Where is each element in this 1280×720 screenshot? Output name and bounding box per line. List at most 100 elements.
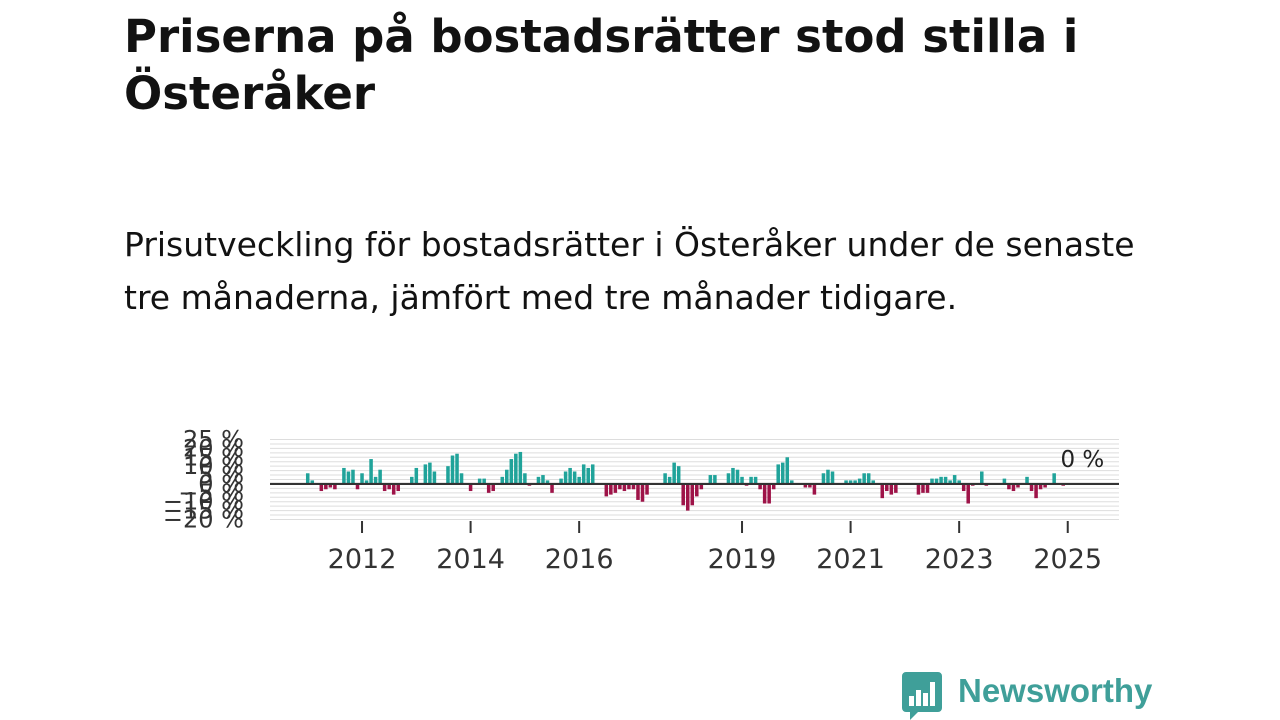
x-tick-label: 2019: [708, 544, 777, 575]
y-axis-labels: 25 %20 %15 %10 %5 %0 %−5 %−10 %−15 %−20 …: [163, 426, 244, 534]
bar: [948, 480, 952, 484]
bar: [925, 483, 930, 493]
bar: [636, 483, 640, 500]
bar: [771, 483, 776, 490]
x-tick-label: 2021: [816, 544, 885, 575]
bar: [369, 459, 373, 484]
y-tick-label: −20 %: [163, 506, 244, 534]
bar: [455, 453, 459, 484]
bar: [776, 464, 780, 484]
bar: [916, 483, 921, 495]
bar: [364, 480, 369, 484]
bar: [808, 483, 812, 488]
bar: [563, 471, 568, 484]
bar: [690, 483, 695, 506]
bar: [885, 483, 889, 492]
bar: [735, 469, 740, 484]
bar: [545, 480, 550, 484]
bar: [821, 473, 826, 484]
bar: [410, 476, 414, 484]
bar: [613, 483, 618, 493]
bar: [957, 480, 961, 484]
bar: [550, 483, 554, 493]
bar: [871, 480, 875, 484]
bar: [446, 466, 450, 484]
bar: [1007, 483, 1011, 490]
bar: [305, 473, 310, 484]
bar: [351, 469, 355, 484]
bar: [930, 478, 934, 484]
y-tick-label: 15 %: [183, 443, 244, 471]
bar: [848, 480, 853, 484]
bar: [685, 483, 690, 511]
bar: [450, 455, 455, 484]
bar: [514, 453, 518, 484]
bar: [590, 464, 595, 484]
y-tick-label: 20 %: [183, 434, 244, 462]
bar: [577, 476, 581, 484]
y-tick-label: −10 %: [163, 488, 244, 516]
bar: [758, 483, 762, 490]
bar: [780, 462, 785, 484]
bar: [672, 462, 676, 484]
x-tick-label: 2016: [545, 544, 614, 575]
bar: [468, 483, 473, 492]
bar: [699, 483, 704, 490]
bar: [753, 476, 758, 484]
bar: [880, 483, 885, 499]
bar: [731, 467, 735, 484]
x-axis: 2012 2014 2016 2019 2021 2023 2025: [270, 482, 1119, 575]
bar: [762, 483, 767, 504]
y-tick-label: 0 %: [198, 470, 244, 498]
bar: [631, 483, 636, 490]
newsworthy-chart-icon: [902, 672, 942, 720]
bar: [1029, 483, 1034, 492]
bar: [676, 466, 681, 484]
bar: [618, 483, 622, 490]
bar: [803, 483, 808, 488]
bar: [518, 451, 523, 484]
bar: [1034, 483, 1038, 499]
bar: [328, 483, 333, 488]
bar: [844, 480, 848, 484]
bar: [695, 483, 699, 497]
bar: [500, 476, 505, 484]
bar: [536, 476, 541, 484]
bar: [966, 483, 970, 504]
bar: [382, 483, 387, 492]
bar: [939, 476, 943, 484]
bar: [360, 473, 364, 484]
bar: [355, 483, 360, 490]
bar: [505, 469, 509, 484]
bar: [667, 476, 672, 484]
bar: [324, 483, 328, 490]
page-title: Priserna på bostadsrätter stod stilla i …: [124, 10, 1079, 120]
bar: [862, 473, 866, 484]
bar: [1052, 473, 1056, 484]
newsworthy-wordmark: Newsworthy: [958, 672, 1153, 709]
bar: [310, 480, 315, 484]
bar: [866, 473, 871, 484]
bar: [414, 467, 419, 484]
bar: [943, 476, 948, 484]
bar: [952, 475, 957, 484]
bar: [785, 457, 790, 484]
bar: [486, 483, 491, 493]
bar: [378, 469, 382, 484]
x-tick-label: 2023: [925, 544, 994, 575]
bar: [559, 478, 563, 484]
bar: [645, 483, 649, 495]
grid-lines: [270, 439, 1119, 520]
bar: [333, 483, 337, 490]
bar: [319, 483, 324, 492]
y-tick-label: 5 %: [198, 461, 244, 489]
bar: [961, 483, 966, 492]
bar: [853, 480, 857, 484]
bar: [980, 471, 984, 484]
bar: [826, 469, 830, 484]
bar: [812, 483, 817, 495]
bar: [889, 483, 894, 495]
bar: [894, 483, 898, 493]
bar: [921, 483, 925, 493]
